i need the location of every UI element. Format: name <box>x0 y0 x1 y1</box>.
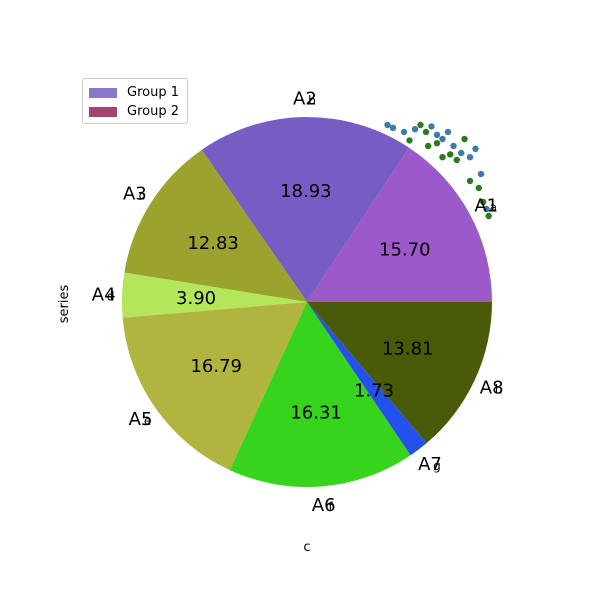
slice-value-label: 16.31 <box>290 403 342 424</box>
scatter-point <box>433 140 441 147</box>
scatter-point <box>422 128 430 136</box>
slice-category-label: A3 <box>123 183 147 204</box>
slice-secondary-label: g <box>433 459 441 473</box>
scatter-point <box>428 123 435 130</box>
slice-category-label: A8 <box>480 378 504 399</box>
scatter-point <box>400 128 408 136</box>
x-axis-label: c <box>303 540 310 555</box>
slice-value-label: 18.93 <box>280 181 332 202</box>
legend: Group 1 Group 2 <box>82 78 188 124</box>
pie-slice-a3 <box>124 149 307 302</box>
pie-slice-a7 <box>307 302 427 456</box>
slice-category-label: A7 <box>418 454 442 475</box>
scatter-point <box>458 149 465 157</box>
scatter-point <box>466 154 474 161</box>
scatter-point <box>384 121 391 129</box>
scatter-point <box>475 184 482 192</box>
slice-category-label: A4 <box>92 284 116 305</box>
legend-swatch-group-1 <box>89 87 117 98</box>
scatter-point <box>453 156 460 164</box>
legend-entry-group-1: Group 1 <box>89 83 181 102</box>
scatter-point <box>466 177 474 185</box>
legend-label-group-2: Group 2 <box>127 104 179 119</box>
scatter-point <box>485 212 492 220</box>
slice-secondary-label: c <box>139 188 146 202</box>
legend-entry-group-2: Group 2 <box>89 102 181 121</box>
scatter-point <box>472 145 479 152</box>
y-axis-label: series <box>57 285 72 324</box>
slice-category-label: A1 <box>474 196 498 217</box>
scatter-point <box>483 205 490 213</box>
pie-slice-a4 <box>122 272 308 318</box>
pie-slices <box>122 117 492 487</box>
scatter-point <box>447 151 454 158</box>
slice-value-label: 3.90 <box>176 288 216 309</box>
slice-category-label: A2 <box>293 89 317 110</box>
scatter-point <box>389 124 397 131</box>
slice-secondary-label: a <box>490 201 497 215</box>
scatter-overlay <box>384 121 492 220</box>
scatter-point <box>406 137 413 144</box>
slice-value-label: 12.83 <box>187 233 239 254</box>
scatter-point <box>477 170 485 178</box>
pie-slice-a6 <box>229 302 411 487</box>
slice-secondary-label: e <box>144 414 151 428</box>
pie-slice-a1 <box>307 147 492 302</box>
scatter-point <box>439 135 446 143</box>
scatter-point <box>450 142 457 150</box>
scatter-point <box>433 131 441 138</box>
slice-secondary-label: f <box>329 500 334 514</box>
slice-secondary-label: b <box>308 94 316 108</box>
slice-category-label: A6 <box>312 495 336 516</box>
slice-value-label: 15.70 <box>379 239 431 260</box>
slice-secondary-label: h <box>495 383 503 397</box>
scatter-point <box>417 121 424 129</box>
legend-label-group-1: Group 1 <box>127 85 179 100</box>
legend-swatch-group-2 <box>89 106 117 117</box>
scatter-point <box>461 135 468 143</box>
scatter-point <box>425 142 432 150</box>
pie-slice-a2 <box>201 117 410 302</box>
scatter-point <box>411 126 419 133</box>
pie-labels: 15.70 A1a 18.93 A2b 12.83 A3c 3.90 A4d 16.79 A5e 1… <box>92 89 504 516</box>
slice-category-label: A5 <box>129 409 153 430</box>
pie-slice-a5 <box>122 302 307 471</box>
slice-secondary-label: d <box>107 289 115 303</box>
slice-value-label: 1.73 <box>354 380 394 401</box>
slice-value-label: 16.79 <box>190 356 242 377</box>
scatter-point <box>444 128 452 136</box>
scatter-point <box>439 154 446 161</box>
scatter-point <box>480 198 487 206</box>
slice-value-label: 13.81 <box>382 339 434 360</box>
pie-slice-a8 <box>307 302 492 444</box>
